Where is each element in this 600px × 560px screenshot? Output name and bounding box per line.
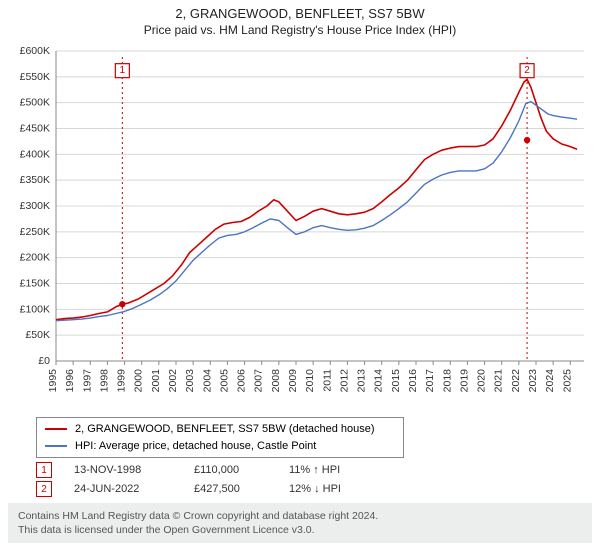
x-tick-label: 2014 [373,369,385,393]
x-tick-label: 2021 [493,369,505,393]
transaction-date: 24-JUN-2022 [74,483,194,495]
legend-row: HPI: Average price, detached house, Cast… [45,438,395,455]
transaction-price: £110,000 [194,464,289,476]
x-tick-label: 2007 [253,369,265,393]
y-tick-label: £350K [20,174,50,186]
legend-row: 2, GRANGEWOOD, BENFLEET, SS7 5BW (detach… [45,421,395,438]
x-tick-label: 2017 [424,369,436,393]
x-tick-label: 1996 [64,369,76,393]
footer-line2: This data is licensed under the Open Gov… [18,524,315,536]
x-tick-label: 2012 [338,369,350,393]
x-tick-label: 2023 [527,369,539,393]
footer-line1: Contains HM Land Registry data © Crown c… [18,510,378,522]
x-tick-label: 2019 [458,369,470,393]
x-tick-label: 2010 [304,369,316,393]
attribution-footer: Contains HM Land Registry data © Crown c… [8,503,592,543]
event-marker-label: 1 [120,65,126,76]
x-tick-label: 2016 [407,369,419,393]
transaction-marker: 1 [36,462,52,478]
x-tick-label: 2020 [476,369,488,393]
x-tick-label: 2005 [218,369,230,393]
x-tick-label: 1995 [47,369,59,393]
x-tick-label: 2006 [236,369,248,393]
y-tick-label: £50K [25,329,50,341]
x-tick-label: 2025 [561,369,573,393]
legend-swatch [45,428,67,430]
x-tick-label: 2018 [441,369,453,393]
price-chart: £0 £50K £100K £150K £200K £250K £300K £350K £400… [8,41,592,411]
x-tick-label: 2001 [150,369,162,393]
x-tick-label: 2013 [356,369,368,393]
transaction-row: 1 13-NOV-1998£110,00011% ↑ HPI [36,462,592,478]
chart-subtitle: Price paid vs. HM Land Registry's House … [8,23,592,37]
x-tick-label: 2002 [167,369,179,393]
event-marker-label: 2 [524,65,530,76]
x-tick-label: 2004 [201,369,213,393]
transaction-date: 13-NOV-1998 [74,464,194,476]
x-tick-label: 1999 [116,369,128,393]
x-tick-label: 2022 [510,369,522,393]
transaction-marker: 2 [36,481,52,497]
x-tick-label: 2000 [133,369,145,393]
legend-box: 2, GRANGEWOOD, BENFLEET, SS7 5BW (detach… [36,417,404,458]
x-tick-label: 1998 [98,369,110,393]
x-tick-label: 2024 [544,369,556,393]
y-tick-label: £450K [20,123,50,135]
transaction-price: £427,500 [194,483,289,495]
x-tick-label: 2011 [321,369,333,392]
transaction-row: 2 24-JUN-2022£427,50012% ↓ HPI [36,481,592,497]
legend-swatch [45,445,67,447]
y-tick-label: £550K [20,71,50,83]
y-tick-label: £100K [20,303,50,315]
y-tick-label: £200K [20,252,50,264]
chart-title: 2, GRANGEWOOD, BENFLEET, SS7 5BW [8,6,592,21]
x-tick-label: 2003 [184,369,196,393]
y-tick-label: £400K [20,148,50,160]
x-tick-label: 2009 [287,369,299,393]
y-tick-label: £600K [20,45,50,57]
x-tick-label: 2015 [390,369,402,393]
transactions-table: 1 13-NOV-1998£110,00011% ↑ HPI 2 24-JUN-202… [36,462,592,497]
y-tick-label: £150K [20,278,50,290]
legend-label: HPI: Average price, detached house, Cast… [75,438,316,455]
transaction-delta: 11% ↑ HPI [289,464,384,476]
legend-label: 2, GRANGEWOOD, BENFLEET, SS7 5BW (detach… [75,421,375,438]
y-tick-label: £500K [20,97,50,109]
y-tick-label: £0 [38,355,50,367]
y-tick-label: £250K [20,226,50,238]
transaction-delta: 12% ↓ HPI [289,483,384,495]
x-tick-label: 2008 [270,369,282,393]
y-tick-label: £300K [20,200,50,212]
x-tick-label: 1997 [81,369,93,393]
